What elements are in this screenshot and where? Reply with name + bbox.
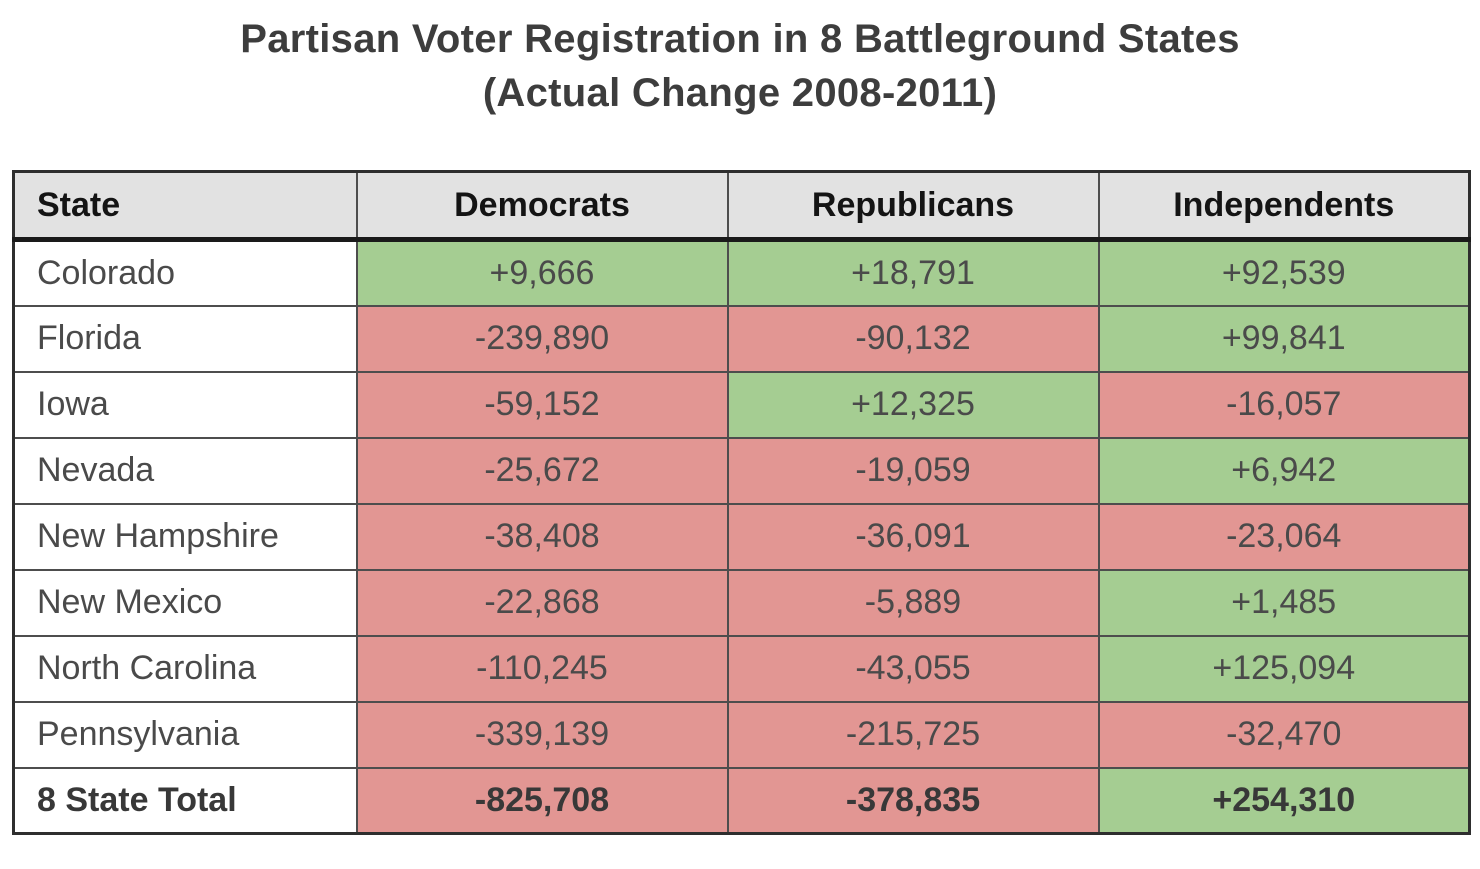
value-cell-republicans: -43,055 (726, 634, 1100, 703)
table-row: New Hampshire -38,408 -36,091 -23,064 (12, 502, 1471, 571)
table-row: Florida -239,890 -90,132 +99,841 (12, 304, 1471, 373)
value-cell-independents: +125,094 (1097, 634, 1471, 703)
table-header-row: State Democrats Republicans Independents (12, 170, 1471, 242)
value-cell-independents: +92,539 (1097, 238, 1471, 307)
column-header-democrats: Democrats (355, 170, 729, 242)
total-value-cell-independents: +254,310 (1097, 766, 1471, 835)
value-cell-republicans: -215,725 (726, 700, 1100, 769)
value-cell-independents: +1,485 (1097, 568, 1471, 637)
value-cell-independents: -32,470 (1097, 700, 1471, 769)
page-title-line2: (Actual Change 2008-2011) (482, 71, 998, 115)
value-cell-democrats: -25,672 (355, 436, 729, 505)
value-cell-independents: +99,841 (1097, 304, 1471, 373)
column-header-state: State (12, 170, 358, 242)
value-cell-republicans: +12,325 (726, 370, 1100, 439)
value-cell-republicans: -5,889 (726, 568, 1100, 637)
value-cell-independents: -23,064 (1097, 502, 1471, 571)
state-cell: Iowa (12, 370, 358, 439)
page-title-line1: Partisan Voter Registration in 8 Battleg… (240, 17, 1240, 61)
table-total-row: 8 State Total -825,708 -378,835 +254,310 (12, 766, 1471, 835)
value-cell-democrats: +9,666 (355, 238, 729, 307)
table-row: Pennsylvania -339,139 -215,725 -32,470 (12, 700, 1471, 769)
value-cell-republicans: -36,091 (726, 502, 1100, 571)
total-label-cell: 8 State Total (12, 766, 358, 835)
state-cell: Colorado (12, 238, 358, 307)
value-cell-democrats: -339,139 (355, 700, 729, 769)
table-row: North Carolina -110,245 -43,055 +125,094 (12, 634, 1471, 703)
value-cell-democrats: -38,408 (355, 502, 729, 571)
page-title: Partisan Voter Registration in 8 Battleg… (0, 0, 1480, 120)
value-cell-democrats: -59,152 (355, 370, 729, 439)
state-cell: Nevada (12, 436, 358, 505)
state-cell: New Mexico (12, 568, 358, 637)
state-cell: New Hampshire (12, 502, 358, 571)
value-cell-independents: +6,942 (1097, 436, 1471, 505)
value-cell-republicans: -19,059 (726, 436, 1100, 505)
total-value-cell-democrats: -825,708 (355, 766, 729, 835)
table-row: New Mexico -22,868 -5,889 +1,485 (12, 568, 1471, 637)
value-cell-democrats: -239,890 (355, 304, 729, 373)
table-row: Iowa -59,152 +12,325 -16,057 (12, 370, 1471, 439)
table-row: Nevada -25,672 -19,059 +6,942 (12, 436, 1471, 505)
voter-registration-table: State Democrats Republicans Independents… (12, 170, 1471, 835)
value-cell-democrats: -22,868 (355, 568, 729, 637)
total-value-cell-republicans: -378,835 (726, 766, 1100, 835)
state-cell: Pennsylvania (12, 700, 358, 769)
value-cell-independents: -16,057 (1097, 370, 1471, 439)
value-cell-republicans: +18,791 (726, 238, 1100, 307)
state-cell: Florida (12, 304, 358, 373)
state-cell: North Carolina (12, 634, 358, 703)
table-row: Colorado +9,666 +18,791 +92,539 (12, 238, 1471, 307)
value-cell-republicans: -90,132 (726, 304, 1100, 373)
value-cell-democrats: -110,245 (355, 634, 729, 703)
column-header-independents: Independents (1097, 170, 1471, 242)
column-header-republicans: Republicans (726, 170, 1100, 242)
